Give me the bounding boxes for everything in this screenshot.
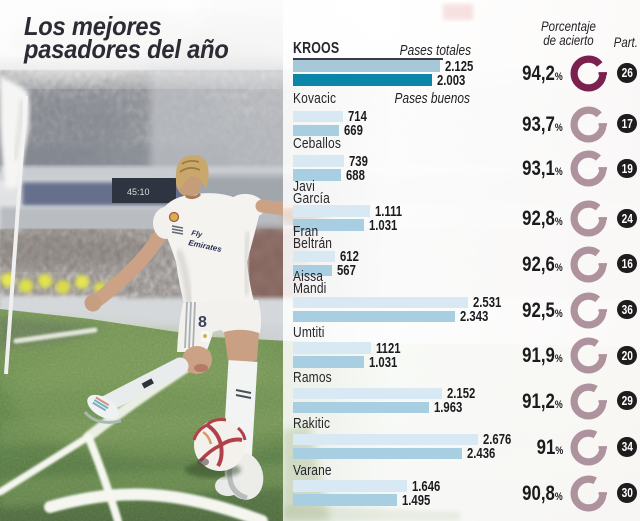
svg-text:Fly: Fly: [191, 228, 204, 239]
svg-text:45:10: 45:10: [127, 187, 150, 197]
svg-text:8: 8: [198, 314, 207, 331]
